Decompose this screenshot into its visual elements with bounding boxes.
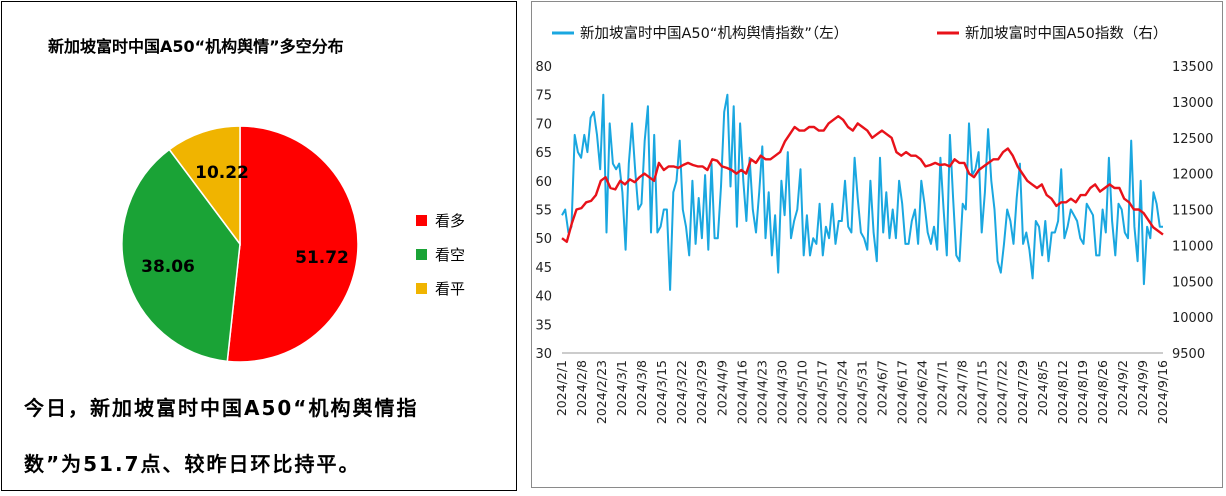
y-left-tick-label: 50 [535, 232, 552, 247]
x-tick-label: 2024/4/16 [734, 360, 749, 424]
pie-title: 新加坡富时中国A50“机构舆情”多空分布 [48, 37, 344, 56]
summary-line-1: 今日，新加坡富时中国A50“机构舆情指 [24, 396, 419, 420]
x-tick-label: 2024/4/9 [714, 360, 729, 416]
y-left-tick-label: 65 [535, 146, 552, 161]
y-right-tick-label: 10000 [1172, 311, 1213, 326]
y-right-tick-label: 10500 [1172, 275, 1213, 290]
x-tick-label: 2024/7/22 [995, 360, 1010, 424]
x-tick-label: 2024/3/8 [634, 360, 649, 416]
legend-label-sentiment: 新加坡富时中国A50“机构舆情指数”（左） [580, 24, 848, 42]
y-left-tick-label: 45 [535, 261, 552, 276]
x-tick-label: 2024/8/19 [1075, 360, 1090, 424]
y-right-tick-label: 12000 [1172, 168, 1213, 183]
x-tick-label: 2024/2/8 [574, 360, 589, 416]
x-tick-label: 2024/3/22 [674, 360, 689, 424]
x-tick-label: 2024/5/31 [855, 360, 870, 424]
pie-panel: 新加坡富时中国A50“机构舆情”多空分布 51.72 38.06 10.22 看多看… [1, 1, 517, 491]
x-tick-label: 2024/9/2 [1115, 360, 1130, 416]
x-tick-label: 2024/3/29 [694, 360, 709, 424]
x-tick-label: 2024/5/10 [794, 360, 809, 424]
legend-swatch-1 [416, 215, 427, 226]
x-tick-label: 2024/9/9 [1135, 360, 1150, 416]
x-tick-label: 2024/8/5 [1035, 360, 1050, 416]
x-tick-label: 2024/7/29 [1015, 360, 1030, 424]
legend-label-3: 看平 [435, 280, 465, 298]
x-tick-label: 2024/5/17 [814, 360, 829, 424]
x-tick-label: 2024/8/12 [1055, 360, 1070, 424]
y-left-tick-label: 60 [535, 175, 552, 190]
legend-label-a50: 新加坡富时中国A50指数（右） [965, 24, 1167, 42]
pie-data-label-1: 51.72 [295, 248, 349, 268]
y-right-tick-label: 9500 [1172, 347, 1205, 362]
legend-swatch-2 [416, 249, 427, 260]
pie-slice-3 [168, 125, 241, 247]
x-tick-label: 2024/3/1 [614, 360, 629, 416]
pie-chart: 新加坡富时中国A50“机构舆情”多空分布 51.72 38.06 10.22 看多看… [48, 37, 465, 363]
y-left-tick-label: 70 [535, 117, 552, 132]
y-left-tick-label: 55 [535, 204, 552, 219]
line-chart: 新加坡富时中国A50“机构舆情指数”（左） 新加坡富时中国A50指数（右） 30 3… [535, 24, 1213, 424]
x-tick-label: 2024/6/17 [895, 360, 910, 424]
y-right-tick-label: 13000 [1172, 96, 1213, 111]
sentiment-index-line [561, 93, 1163, 291]
y-right-tick-label: 12500 [1172, 132, 1213, 147]
x-tick-label: 2024/2/1 [554, 360, 569, 416]
y-right-tick-label: 11500 [1172, 204, 1213, 219]
pie-data-label-3: 10.22 [195, 163, 249, 183]
x-tick-label: 2024/4/30 [774, 360, 789, 424]
summary-line-2: 数”为51.7点、较昨日环比持平。 [24, 452, 361, 476]
y-left-tick-label: 80 [535, 60, 552, 75]
x-tick-label: 2024/9/16 [1155, 360, 1170, 424]
y-left-tick-label: 30 [535, 347, 552, 362]
x-tick-label: 2024/6/24 [915, 360, 930, 424]
x-tick-label: 2024/7/15 [975, 360, 990, 424]
line-panel: 新加坡富时中国A50“机构舆情指数”（左） 新加坡富时中国A50指数（右） 30 3… [531, 1, 1223, 488]
x-tick-label: 2024/8/26 [1095, 360, 1110, 424]
x-tick-label: 2024/7/8 [955, 360, 970, 416]
a50-index-line [561, 114, 1164, 244]
pie-slice-1 [226, 125, 359, 363]
legend-label-1: 看多 [435, 212, 465, 230]
x-tick-label: 2024/5/24 [834, 360, 849, 424]
x-tick-label: 2024/4/23 [754, 360, 769, 424]
pie-data-label-2: 38.06 [141, 257, 195, 277]
y-left-tick-label: 35 [535, 318, 552, 333]
y-right-tick-label: 11000 [1172, 239, 1213, 254]
x-tick-label: 2024/7/1 [935, 360, 950, 416]
x-tick-label: 2024/6/7 [875, 360, 890, 416]
x-tick-label: 2024/3/15 [654, 360, 669, 424]
legend-label-2: 看空 [435, 246, 465, 264]
y-left-tick-label: 75 [535, 89, 552, 104]
legend-swatch-3 [416, 283, 427, 294]
x-tick-label: 2024/2/23 [594, 360, 609, 424]
y-right-tick-label: 13500 [1172, 60, 1213, 75]
y-left-tick-label: 40 [535, 290, 552, 305]
pie-slice-2 [121, 148, 241, 363]
